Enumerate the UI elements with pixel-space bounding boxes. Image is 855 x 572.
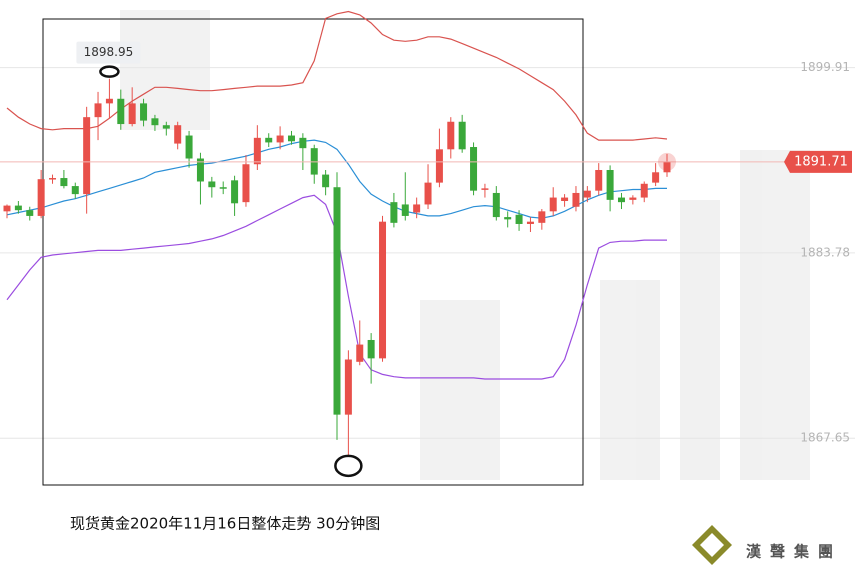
candle-body (424, 182, 432, 205)
candle-body (322, 174, 330, 188)
y-tick-label: 1867.65 (800, 431, 850, 445)
candle-body (128, 103, 136, 125)
caption: 现货黄金2020年11月16日整体走势 30分钟图 (70, 515, 380, 533)
candle-body (185, 135, 193, 159)
candle-body (606, 169, 614, 200)
candle-body (640, 183, 648, 198)
high-label-box (76, 41, 141, 64)
candle-body (379, 221, 387, 359)
candle-body (572, 192, 580, 207)
candle-body (458, 121, 466, 150)
candle-body (208, 181, 216, 188)
candle-body (71, 186, 79, 195)
candle-body (14, 205, 22, 211)
candle-body (356, 344, 364, 362)
y-tick-label: 1883.78 (800, 245, 850, 259)
last-price-tag (784, 150, 852, 173)
logo-icon-inner (700, 533, 724, 557)
candle-body (242, 164, 250, 203)
candle-body (219, 187, 227, 189)
candle-body (105, 98, 113, 104)
y-tick-label: 1899.91 (800, 60, 850, 74)
candle-body (652, 172, 660, 183)
candle-body (276, 135, 284, 143)
candle-body (94, 103, 102, 118)
candle-body (390, 202, 398, 223)
candle-body (538, 211, 546, 223)
candle-body (401, 204, 409, 216)
candle-body (299, 137, 307, 149)
candle-body (3, 205, 11, 212)
candle-body (595, 169, 603, 191)
candle-body (37, 179, 45, 216)
watermark (120, 10, 810, 480)
candle-body (174, 125, 182, 144)
candle-body (515, 214, 523, 224)
candle-body (196, 158, 204, 182)
band-line (6, 139, 667, 219)
high-label: 1898.95 (84, 45, 134, 59)
candle-body (367, 339, 375, 359)
highlight-frame (42, 18, 584, 486)
candle-body (253, 137, 261, 165)
high-marker (99, 65, 120, 78)
candle-body (617, 197, 625, 203)
last-price-glow (658, 152, 676, 171)
candle-body (504, 217, 512, 220)
candle-body (231, 180, 239, 204)
candle-body (162, 125, 170, 129)
candle-body (287, 135, 295, 142)
candle-body (49, 178, 57, 180)
candle-body (583, 190, 591, 198)
candle-body (663, 161, 671, 173)
low-marker (334, 454, 363, 478)
candle-body (83, 117, 91, 195)
candle-body (60, 178, 68, 187)
candle-body (447, 121, 455, 150)
candle-body (549, 197, 557, 212)
candle-body (561, 197, 569, 202)
candle-body (629, 197, 637, 200)
candle-body (526, 221, 534, 224)
candle-body (265, 137, 273, 143)
candle-body (140, 103, 148, 121)
candle-body (151, 118, 159, 126)
candle-body (470, 147, 478, 191)
candle-body (333, 187, 341, 415)
candle-body (435, 149, 443, 183)
candle-body (26, 210, 34, 216)
candle-body (117, 98, 125, 125)
logo-text: 漢聲集團 (746, 543, 842, 561)
logo: 漢聲集團 (692, 525, 842, 565)
last-price-label: 1891.71 (794, 154, 848, 169)
candle-body (344, 359, 352, 415)
candle-body (492, 192, 500, 218)
band-line (6, 10, 668, 141)
candle-body (413, 204, 421, 213)
candle-body (481, 188, 489, 190)
